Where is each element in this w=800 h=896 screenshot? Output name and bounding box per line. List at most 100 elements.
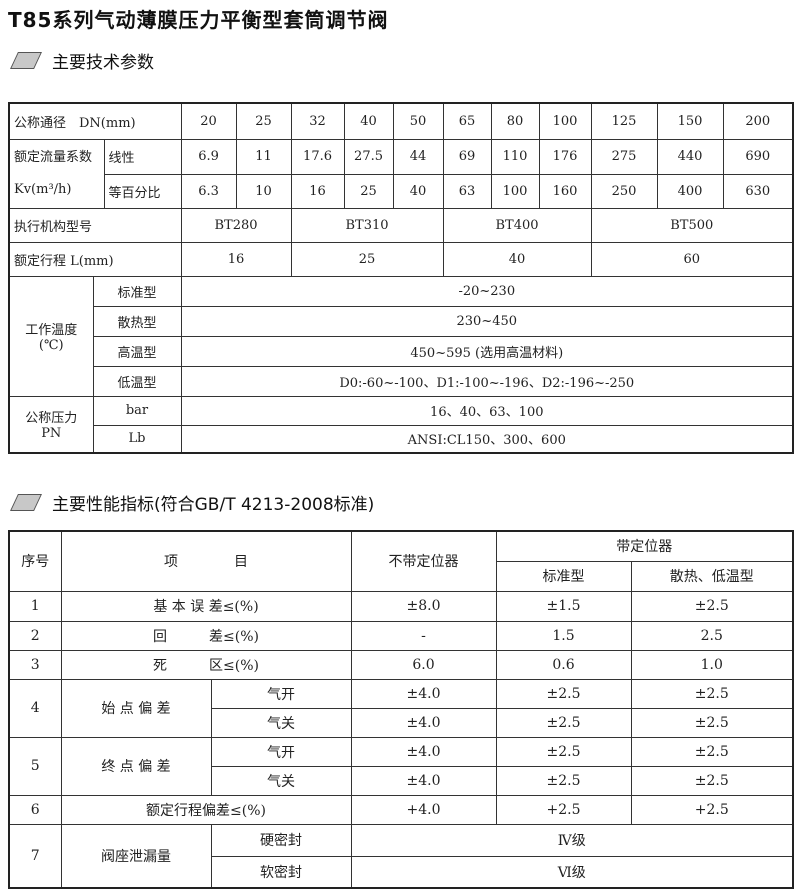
cell: 2 <box>8 620 62 651</box>
cell: 110 <box>490 138 540 175</box>
cell: 630 <box>722 173 794 209</box>
cell: 阀座泄漏量 <box>60 823 212 889</box>
cell: 69 <box>442 138 492 175</box>
table-row: 高温型 450~595 (选用高温材料) <box>9 335 794 367</box>
cell: 250 <box>590 173 658 209</box>
cell: 125 <box>590 102 658 140</box>
cell: 440 <box>656 138 724 175</box>
cell: 16 <box>290 173 345 209</box>
cell: 60 <box>590 241 794 277</box>
parallelogram-icon <box>10 52 42 69</box>
table-row: 公称通径 DN(mm) 20 25 32 40 50 65 80 100 125 150 200 <box>8 102 794 140</box>
cell: 690 <box>722 138 794 175</box>
cell: 1 <box>8 590 62 622</box>
cell: 40 <box>343 102 394 140</box>
cell: BT400 <box>442 207 592 243</box>
cell: 气关 <box>210 707 352 738</box>
row-sublabel: 线性 <box>103 138 182 175</box>
cell: 176 <box>538 138 592 175</box>
table-row: 工作温度(℃) 标准型 -20~230 <box>8 275 794 397</box>
cell: 100 <box>490 173 540 209</box>
header-cell: 项 目 <box>60 530 352 592</box>
cell: 40 <box>442 241 592 277</box>
section-title: 主要性能指标(符合GB/T 4213-2008标准) <box>52 495 375 515</box>
section-heading-performance: 主要性能指标(符合GB/T 4213-2008标准) <box>8 490 374 515</box>
cell: 11 <box>235 138 292 175</box>
cell: 16 <box>180 241 292 277</box>
row-sublabel: bar <box>92 395 182 426</box>
cell: ±2.5 <box>630 707 794 738</box>
row-sublabel: 等百分比 <box>103 173 182 209</box>
header-cell: 标准型 <box>495 560 632 592</box>
cell: 63 <box>442 173 492 209</box>
cell: 65 <box>442 102 492 140</box>
row-label: 公称通径 DN(mm) <box>8 102 182 140</box>
row-label: 额定行程 L(mm) <box>8 241 182 277</box>
table-row: 气关 ±4.0 ±2.5 ±2.5 <box>9 707 794 738</box>
cell: ±4.0 <box>350 736 497 767</box>
cell: ±8.0 <box>350 590 497 622</box>
cell: 额定行程偏差≤(%) <box>60 794 352 825</box>
cell: 40 <box>392 173 444 209</box>
cell: 25 <box>235 102 292 140</box>
cell: ±2.5 <box>495 678 632 709</box>
cell: 0.6 <box>495 649 632 680</box>
cell: 4 <box>8 678 62 738</box>
cell: +2.5 <box>495 794 632 825</box>
cell: 1.0 <box>630 649 794 680</box>
cell: 25 <box>290 241 444 277</box>
cell: 终 点 偏 差 <box>60 736 212 796</box>
table-row: Lb ANSI:CL150、300、600 <box>9 424 794 454</box>
cell: 回 差≤(%) <box>60 620 352 651</box>
section-title: 主要技术参数 <box>52 53 154 73</box>
cell: 400 <box>656 173 724 209</box>
cell: +2.5 <box>630 794 794 825</box>
cell: 气开 <box>210 678 352 709</box>
cell: 275 <box>590 138 658 175</box>
header-cell: 不带定位器 <box>350 530 497 592</box>
cell: Ⅵ级 <box>350 855 794 889</box>
table-header-row: 标准型 散热、低温型 <box>9 560 794 592</box>
cell: 3 <box>8 649 62 680</box>
cell: 6.9 <box>180 138 237 175</box>
cell: 450~595 (选用高温材料) <box>180 335 794 367</box>
cell: BT500 <box>590 207 794 243</box>
technical-parameters-table: 公称通径 DN(mm) 20 25 32 40 50 65 80 100 125 150 200 额定… <box>8 102 795 454</box>
header-cell: 散热、低温型 <box>630 560 794 592</box>
cell: 20 <box>180 102 237 140</box>
cell: 44 <box>392 138 444 175</box>
cell: ±4.0 <box>350 678 497 709</box>
cell: ±2.5 <box>495 707 632 738</box>
table-row: 散热型 230~450 <box>9 305 794 337</box>
cell: 80 <box>490 102 540 140</box>
cell: 5 <box>8 736 62 796</box>
cell: 100 <box>538 102 592 140</box>
cell: 17.6 <box>290 138 345 175</box>
cell: ±4.0 <box>350 765 497 796</box>
cell: ±2.5 <box>630 736 794 767</box>
cell: 6.3 <box>180 173 237 209</box>
cell: 硬密封 <box>210 823 352 857</box>
cell: ±2.5 <box>630 678 794 709</box>
cell: ±2.5 <box>495 765 632 796</box>
table-row: 执行机构型号 BT280 BT310 BT400 BT500 <box>8 207 794 243</box>
row-label: 额定流量系数 Kv(m³/h) <box>8 138 105 209</box>
table-row: 额定流量系数 Kv(m³/h) 线性 6.9 11 17.6 27.5 44 69 110 176… <box>8 138 794 209</box>
cell: 230~450 <box>180 305 794 337</box>
row-label: 工作温度(℃) <box>8 275 94 397</box>
table-row: 6 额定行程偏差≤(%) +4.0 +2.5 +2.5 <box>8 794 794 825</box>
cell: 气关 <box>210 765 352 796</box>
cell: ±2.5 <box>630 590 794 622</box>
table-row: 7 阀座泄漏量 硬密封 Ⅳ级 <box>8 823 794 889</box>
cell: 150 <box>656 102 724 140</box>
header-cell: 带定位器 <box>495 530 794 562</box>
cell: 27.5 <box>343 138 394 175</box>
cell: ±2.5 <box>630 765 794 796</box>
row-label: 执行机构型号 <box>8 207 182 243</box>
cell: 16、40、63、100 <box>180 395 794 426</box>
